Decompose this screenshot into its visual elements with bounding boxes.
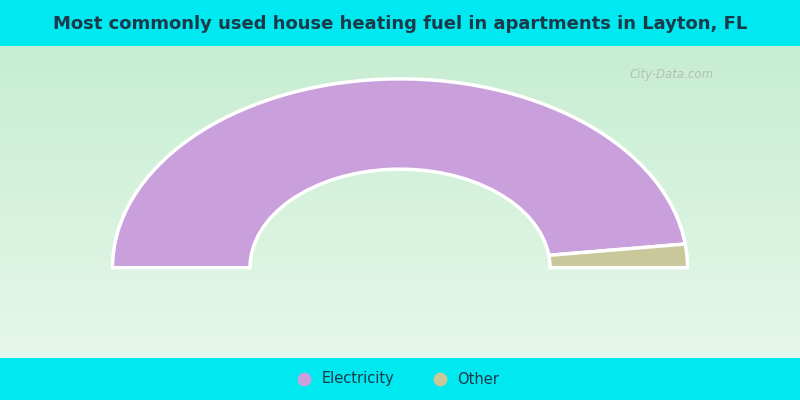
Text: Other: Other <box>458 372 499 386</box>
Wedge shape <box>549 244 687 268</box>
Wedge shape <box>113 79 686 268</box>
Text: City-Data.com: City-Data.com <box>630 68 714 80</box>
Text: Most commonly used house heating fuel in apartments in Layton, FL: Most commonly used house heating fuel in… <box>53 15 747 33</box>
Text: Electricity: Electricity <box>322 372 394 386</box>
